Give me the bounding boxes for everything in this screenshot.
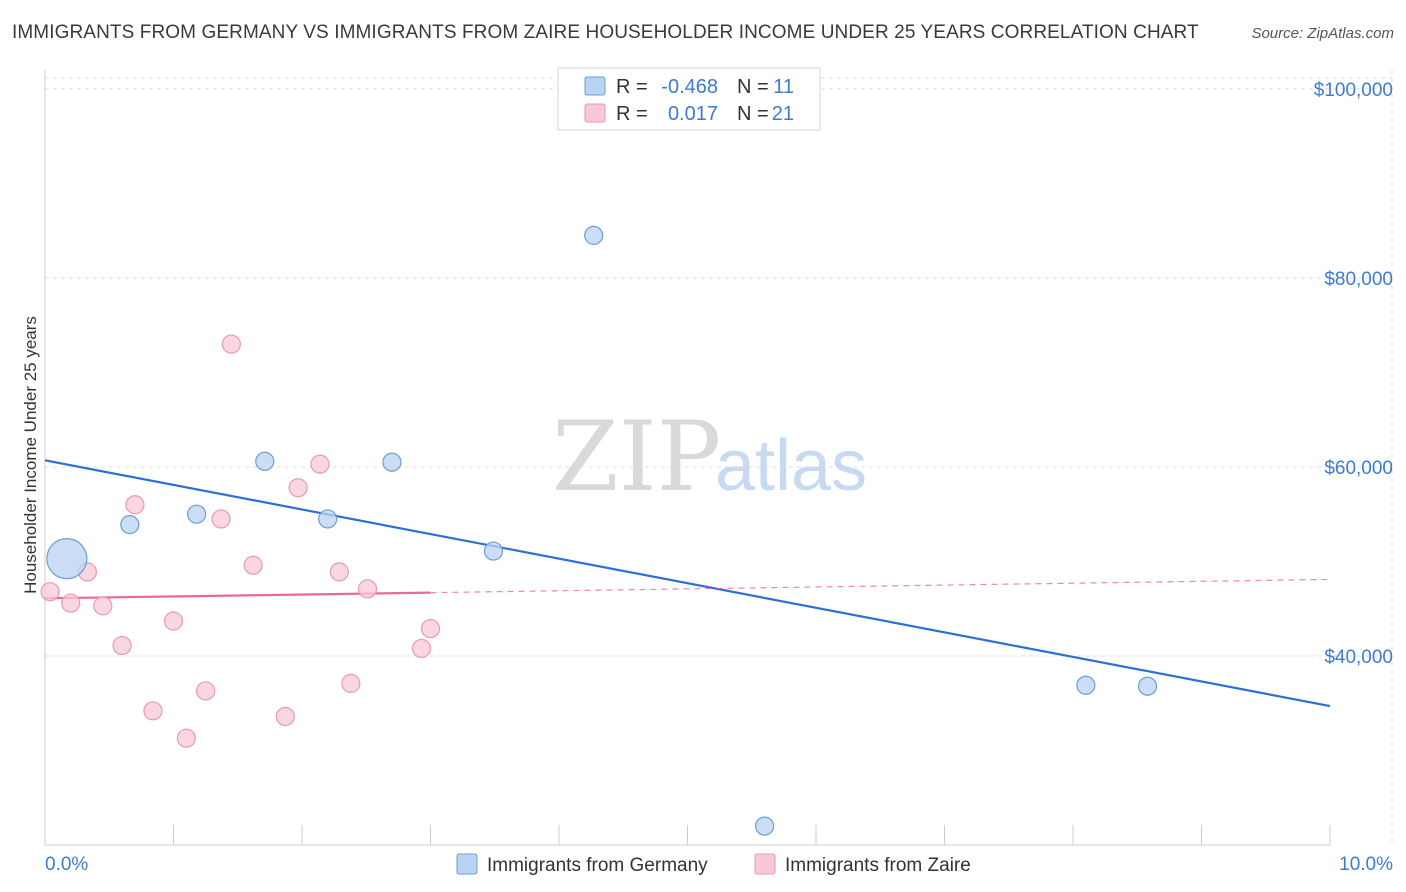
legend-n-value-zaire: 21: [772, 103, 794, 125]
watermark: ZIP atlas: [552, 401, 867, 513]
point-zaire: [275, 706, 295, 727]
y-axis-label: Householder Income Under 25 years: [21, 316, 40, 594]
point-germany: [318, 509, 338, 529]
point-germany: [46, 538, 88, 580]
point-germany: [1137, 676, 1158, 696]
legend-n-value-germany: 11: [773, 76, 794, 98]
y-tick-label: $60,000: [1324, 458, 1393, 479]
point-zaire: [411, 638, 432, 659]
legend-swatch-zaire: [584, 103, 606, 123]
legend-n-label-germany: N =: [737, 76, 769, 98]
point-germany: [584, 225, 604, 245]
y-tick-label: $40,000: [1324, 647, 1393, 668]
point-zaire: [341, 673, 361, 693]
point-germany: [187, 504, 207, 524]
point-zaire: [420, 618, 441, 639]
point-zaire: [221, 334, 241, 354]
legend-r-label-germany: R =: [616, 76, 648, 98]
point-zaire: [357, 579, 378, 599]
point-zaire: [125, 495, 145, 515]
data-points: [40, 225, 1158, 836]
bottom-legend-label-germany: Immigrants from Germany: [487, 855, 708, 876]
point-germany: [382, 452, 402, 472]
legend-r-value-germany: -0.468: [661, 76, 718, 98]
legend: R = -0.468 N = 11 R = 0.017 N = 21: [557, 67, 821, 131]
point-zaire: [211, 509, 231, 529]
point-zaire: [288, 478, 308, 498]
bottom-legend: Immigrants from Germany Immigrants from …: [456, 853, 971, 876]
point-zaire: [93, 596, 113, 616]
point-zaire: [310, 454, 330, 474]
watermark-atlas: atlas: [715, 426, 867, 506]
point-zaire: [61, 593, 81, 613]
legend-n-label-zaire: N =: [737, 103, 769, 125]
point-zaire: [163, 611, 184, 631]
y-tick-label: $100,000: [1314, 80, 1393, 101]
point-germany: [754, 816, 775, 836]
point-germany: [120, 515, 140, 535]
trend-line-zaire-extension: [430, 578, 1331, 594]
point-germany: [483, 541, 504, 561]
legend-swatch-germany: [584, 76, 606, 96]
x-tick-label-start: 0.0%: [45, 854, 88, 875]
point-zaire: [143, 701, 163, 721]
watermark-zip: ZIP: [552, 401, 721, 513]
legend-r-label-zaire: R =: [616, 103, 648, 125]
point-zaire: [329, 562, 349, 582]
bottom-legend-swatch-zaire: [754, 853, 776, 875]
trend-line-germany: [44, 459, 1331, 708]
point-zaire: [112, 635, 132, 656]
chart-title: IMMIGRANTS FROM GERMANY VS IMMIGRANTS FR…: [12, 22, 1199, 43]
point-germany: [255, 451, 275, 471]
bottom-legend-label-zaire: Immigrants from Zaire: [785, 855, 971, 876]
x-tick-label-end: 10.0%: [1339, 854, 1393, 875]
bottom-legend-swatch-germany: [456, 853, 478, 875]
tick-labels: $40,000 $60,000 $80,000 $100,000 0.0% 10.0%: [45, 80, 1393, 875]
source-label: Source: ZipAtlas.com: [1251, 25, 1394, 42]
point-germany: [1076, 675, 1096, 695]
axes: [44, 70, 1331, 846]
point-zaire: [243, 555, 263, 575]
point-zaire: [40, 582, 60, 602]
point-zaire: [176, 728, 196, 748]
y-tick-label: $80,000: [1324, 269, 1393, 290]
legend-r-value-zaire: 0.017: [668, 103, 718, 125]
point-zaire: [196, 681, 216, 701]
